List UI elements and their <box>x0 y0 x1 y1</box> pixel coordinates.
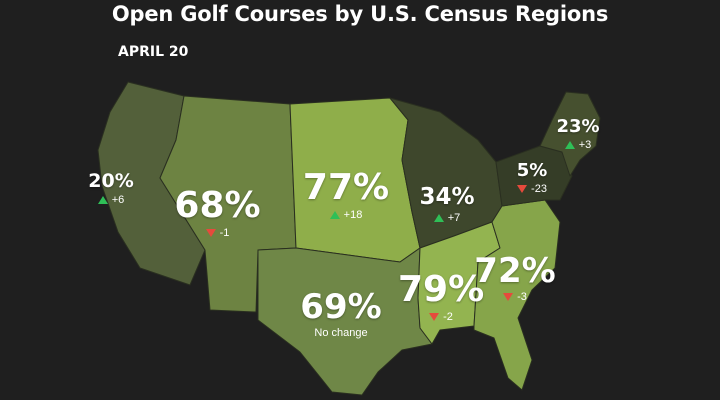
region-percent: 20% <box>88 170 134 192</box>
region-label-east-north-central: 34% +7 <box>414 184 480 225</box>
region-label-new-england: 23% +3 <box>550 116 606 152</box>
region-label-middle-atlantic: 5% -23 <box>504 160 560 196</box>
region-change: -2 <box>398 311 484 323</box>
map-title: Open Golf Courses by U.S. Census Regions <box>111 2 609 26</box>
region-percent: 68% <box>174 185 261 226</box>
region-change: -23 <box>504 183 560 195</box>
region-percent: 72% <box>474 251 556 291</box>
up-arrow-icon <box>433 214 444 223</box>
region-percent: 5% <box>516 160 548 181</box>
region-label-mountain: 68% -1 <box>170 185 265 240</box>
region-percent: 34% <box>419 184 475 210</box>
region-percent: 23% <box>556 116 600 137</box>
region-change: -1 <box>170 227 265 239</box>
region-change: +6 <box>82 194 140 206</box>
down-arrow-icon <box>503 293 514 302</box>
region-percent: 69% <box>300 287 382 327</box>
region-shape-west-south-central <box>257 247 433 396</box>
date-label: APRIL 20 <box>118 44 189 60</box>
region-label-west-north-central: 77% +18 <box>296 167 396 222</box>
up-arrow-icon <box>564 141 575 150</box>
region-label-east-south-central: 79% -2 <box>398 269 485 324</box>
region-percent: 77% <box>302 167 390 208</box>
region-change: +7 <box>414 212 480 224</box>
region-label-south-atlantic: 72% -3 <box>472 254 558 303</box>
region-percent: 79% <box>398 269 485 310</box>
region-shape-south-atlantic <box>473 199 561 391</box>
down-arrow-icon <box>205 229 216 238</box>
region-shape-new-england <box>539 91 601 177</box>
region-change: No change <box>314 327 368 339</box>
region-change: +18 <box>296 209 396 221</box>
region-label-pacific: 20% +6 <box>82 170 140 207</box>
region-change: +3 <box>550 139 606 151</box>
up-arrow-icon <box>97 196 108 205</box>
region-change: -3 <box>472 291 558 303</box>
up-arrow-icon <box>329 211 340 220</box>
region-label-west-south-central: 69% No change <box>296 290 386 339</box>
down-arrow-icon <box>429 313 440 322</box>
down-arrow-icon <box>517 185 528 194</box>
